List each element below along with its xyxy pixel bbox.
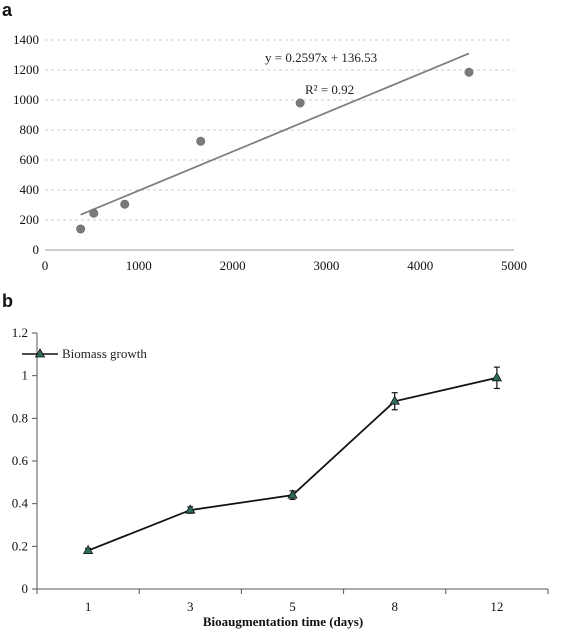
y-tick-label: 0	[22, 581, 29, 596]
x-tick-label: 3	[187, 599, 194, 614]
y-tick-label: 0.6	[12, 453, 29, 468]
x-axis-title-b: Bioaugmentation time (days)	[203, 614, 363, 629]
y-tick-label: 800	[20, 122, 40, 137]
series-line	[87, 376, 498, 552]
y-tick-label: 1	[22, 368, 29, 383]
data-point	[196, 136, 206, 146]
x-tick-label: 5000	[501, 258, 527, 273]
data-marker	[185, 504, 196, 514]
x-tick-label: 1000	[126, 258, 152, 273]
x-tick-label: 3000	[313, 258, 339, 273]
data-marker	[82, 544, 94, 554]
x-tick-label: 2000	[220, 258, 246, 273]
panel-a-label: a	[2, 0, 13, 20]
y-tick-label: 0	[33, 242, 40, 257]
y-tick-label: 1.2	[12, 325, 28, 340]
legend: Biomass growth	[22, 346, 147, 361]
r-squared-label: R² = 0.92	[305, 82, 354, 97]
y-tick-label: 1400	[13, 32, 39, 47]
scatter-chart-a: 0 200 400 600 800 1000 1200 1400 0 1000 2000 3000 40…	[13, 32, 527, 273]
x-tick-label: 4000	[407, 258, 433, 273]
y-tick-label: 1000	[13, 92, 39, 107]
data-marker	[287, 489, 298, 499]
data-marker	[389, 395, 400, 405]
panel-b-label: b	[2, 291, 13, 311]
y-tick-label: 400	[20, 182, 40, 197]
trendline-equation-label: y = 0.2597x + 136.53	[265, 50, 377, 65]
x-tick-label: 0	[42, 258, 49, 273]
trendline	[80, 52, 470, 216]
x-tick-label: 12	[490, 599, 503, 614]
y-tick-label: 0.8	[12, 410, 28, 425]
data-point	[464, 67, 474, 77]
data-point	[89, 208, 99, 218]
legend-series-label: Biomass growth	[62, 346, 147, 361]
y-tick-label: 200	[20, 212, 40, 227]
x-tick-label: 8	[391, 599, 398, 614]
data-point	[120, 199, 130, 209]
line-chart-b: 0 0.2 0.4 0.6 0.8 1 1.2 1 3 5 8 12	[12, 325, 549, 614]
y-tick-label: 600	[20, 152, 40, 167]
x-tick-label: 5	[289, 599, 296, 614]
y-tick-label: 0.2	[12, 538, 28, 553]
data-point	[76, 224, 86, 234]
data-marker	[491, 371, 503, 382]
y-tick-label: 1200	[13, 62, 39, 77]
data-point	[295, 98, 305, 108]
y-tick-label: 0.4	[12, 496, 29, 511]
x-tick-label: 1	[85, 599, 92, 614]
legend-marker-icon	[34, 348, 46, 358]
